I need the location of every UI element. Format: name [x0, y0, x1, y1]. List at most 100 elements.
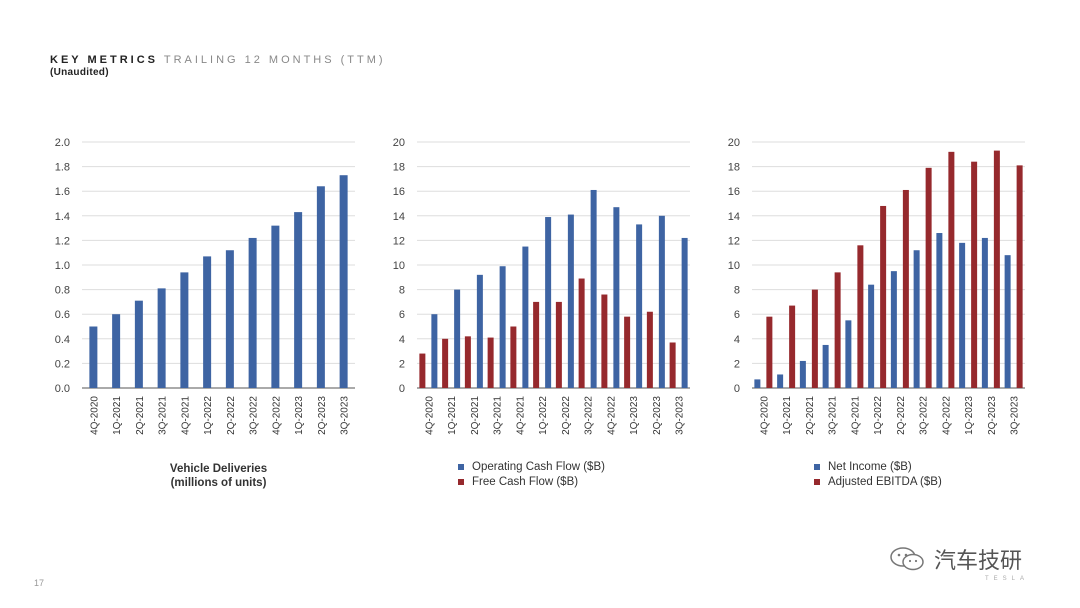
- bar: [754, 379, 761, 388]
- bar: [112, 314, 121, 388]
- bar: [880, 205, 887, 388]
- y-tick-label: 10: [728, 260, 740, 272]
- bar: [578, 278, 585, 388]
- vehicle-deliveries-chart: 0.0 0.2 0.4 0.6 0.8 1.0 1.2 1.4 1.6 1.8 2.0 4Q-2020…: [40, 130, 370, 510]
- y-tick-label: 2: [734, 358, 740, 370]
- y-tick-label: 1.0: [55, 260, 70, 272]
- y-tick-label: 8: [399, 285, 405, 297]
- bar: [601, 294, 608, 388]
- y-tick-label: 20: [393, 137, 405, 149]
- bar: [203, 256, 212, 388]
- x-tick-label: 3Q-2021: [158, 396, 169, 435]
- x-tick-label: 2Q-2022: [561, 396, 572, 435]
- y-tick-label: 16: [393, 186, 405, 198]
- bar: [419, 353, 426, 388]
- x-tick-label: 1Q-2022: [203, 396, 214, 435]
- bar: [339, 175, 348, 388]
- y-tick-label: 2: [399, 358, 405, 370]
- x-tick-label: 4Q-2020: [759, 396, 770, 435]
- bar: [822, 344, 829, 388]
- bar: [89, 326, 98, 388]
- x-tick-label: 1Q-2023: [294, 396, 305, 435]
- bar: [834, 272, 841, 388]
- y-tick-label: 2.0: [55, 137, 70, 149]
- x-tick-label: 1Q-2021: [112, 396, 123, 435]
- bar: [454, 289, 461, 388]
- x-tick-label: 1Q-2023: [629, 396, 640, 435]
- y-tick-label: 12: [393, 235, 405, 247]
- title-strong: KEY METRICS: [50, 54, 158, 66]
- bar: [766, 316, 773, 388]
- legend-label: Adjusted EBITDA ($B): [828, 476, 942, 488]
- bar: [936, 233, 943, 388]
- bar: [971, 161, 978, 388]
- watermark: 汽车技研: [888, 543, 1022, 575]
- x-tick-label: 2Q-2021: [805, 396, 816, 435]
- watermark-text: 汽车技研: [934, 549, 1023, 574]
- x-tick-label: 1Q-2021: [782, 396, 793, 435]
- x-tick-label: 4Q-2020: [424, 396, 435, 435]
- y-tick-label: 6: [734, 309, 740, 321]
- bar: [902, 189, 909, 388]
- x-tick-label: 4Q-2022: [606, 396, 617, 435]
- bar: [857, 245, 864, 388]
- bar: [157, 288, 166, 388]
- y-tick-label: 1.2: [55, 235, 70, 247]
- bar: [959, 242, 966, 388]
- bar: [948, 151, 955, 388]
- x-tick-label: 2Q-2021: [135, 396, 146, 435]
- legend-swatch: [814, 464, 820, 470]
- x-tick-label: 2Q-2023: [987, 396, 998, 435]
- y-tick-label: 0: [399, 383, 405, 395]
- bar: [316, 186, 325, 388]
- legend-label: Net Income ($B): [828, 461, 912, 473]
- bar: [993, 150, 1000, 388]
- bar: [624, 316, 631, 388]
- bar: [799, 360, 806, 388]
- x-tick-label: 1Q-2022: [538, 396, 549, 435]
- y-tick-label: 0.2: [55, 358, 70, 370]
- y-tick-label: 8: [734, 285, 740, 297]
- x-tick-label: 4Q-2021: [515, 396, 526, 435]
- bar: [442, 338, 449, 388]
- x-axis-label: Vehicle Deliveries: [170, 463, 267, 475]
- page-title: KEY METRICS TRAILING 12 MONTHS (TTM): [50, 54, 386, 66]
- x-tick-label: 3Q-2021: [493, 396, 504, 435]
- chart-svg: 0 2 4 6 8 10 12 14 16 18 20 4Q-2020 1Q-2021 2Q-2021 3Q…: [728, 137, 1025, 488]
- bar: [658, 215, 665, 388]
- x-tick-label: 3Q-2023: [675, 396, 686, 435]
- bar: [669, 342, 676, 388]
- bar: [1016, 165, 1023, 388]
- bar: [925, 167, 932, 388]
- bar: [567, 214, 574, 388]
- x-tick-label: 3Q-2022: [249, 396, 260, 435]
- bar: [533, 301, 540, 388]
- y-tick-label: 1.8: [55, 162, 70, 174]
- y-tick-label: 12: [728, 235, 740, 247]
- x-tick-label: 2Q-2023: [652, 396, 663, 435]
- y-tick-label: 1.4: [55, 211, 70, 223]
- bar: [636, 224, 643, 388]
- chart-svg: 0 2 4 6 8 10 12 14 16 18 20 4Q-2020 1Q-2021 2Q-2021 3Q…: [393, 137, 690, 488]
- page-header: KEY METRICS TRAILING 12 MONTHS (TTM) (Un…: [50, 54, 386, 78]
- bar: [777, 374, 784, 388]
- bar: [590, 189, 597, 388]
- x-tick-label: 3Q-2021: [828, 396, 839, 435]
- income-ebitda-chart: 0 2 4 6 8 10 12 14 16 18 20 4Q-2020 1Q-2021 2Q-2021 3Q…: [710, 130, 1040, 510]
- x-tick-label: 4Q-2022: [271, 396, 282, 435]
- x-tick-label: 2Q-2022: [896, 396, 907, 435]
- page-number: 17: [34, 578, 45, 588]
- bar: [248, 237, 257, 388]
- bar: [1004, 255, 1011, 388]
- x-tick-label: 4Q-2020: [89, 396, 100, 435]
- x-tick-label: 4Q-2022: [941, 396, 952, 435]
- bar: [271, 225, 280, 388]
- brand-logo-text: TESLA: [985, 576, 1030, 582]
- bar: [476, 274, 483, 388]
- legend-swatch: [458, 479, 464, 485]
- x-tick-label: 4Q-2021: [180, 396, 191, 435]
- bar: [464, 336, 471, 388]
- bar: [431, 314, 438, 388]
- bar: [890, 271, 897, 388]
- bar: [510, 326, 517, 388]
